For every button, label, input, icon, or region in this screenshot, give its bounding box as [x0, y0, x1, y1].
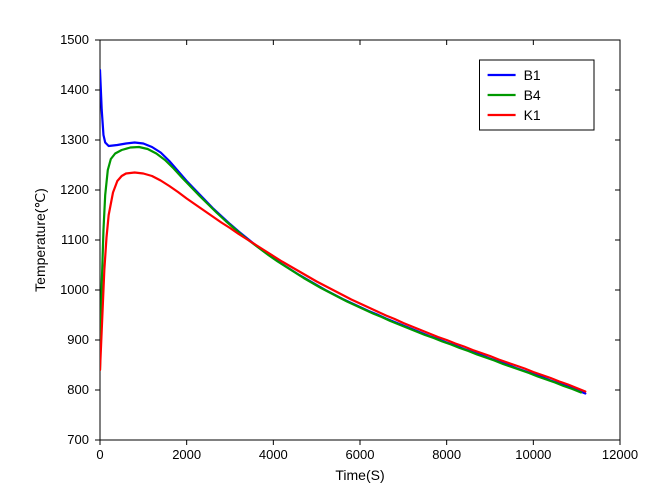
xtick-label: 12000 — [602, 447, 638, 462]
legend: B1 B4 K1 — [480, 60, 594, 130]
xtick-label: 0 — [96, 447, 103, 462]
ytick-label: 1200 — [60, 182, 89, 197]
plot-svg: 0 2000 4000 6000 8000 10000 12000 700 800 900 1000… — [0, 0, 672, 504]
legend-label-K1: K1 — [524, 107, 541, 123]
ytick-label: 700 — [67, 432, 89, 447]
ytick-label: 1400 — [60, 82, 89, 97]
ytick-label: 800 — [67, 382, 89, 397]
xtick-label: 8000 — [432, 447, 461, 462]
ytick-label: 900 — [67, 332, 89, 347]
legend-label-B1: B1 — [524, 67, 541, 83]
xtick-label: 10000 — [515, 447, 551, 462]
ytick-label: 1100 — [61, 232, 89, 247]
temperature-time-chart: 0 2000 4000 6000 8000 10000 12000 700 800 900 1000… — [0, 0, 672, 504]
x-axis-label: Time(S) — [335, 467, 384, 483]
ytick-label: 1500 — [60, 32, 89, 47]
legend-label-B4: B4 — [524, 87, 541, 103]
xtick-label: 6000 — [346, 447, 375, 462]
ytick-label: 1300 — [60, 132, 89, 147]
ytick-label: 1000 — [60, 282, 89, 297]
y-axis-label: Temperature(℃) — [32, 188, 48, 292]
xtick-label: 2000 — [172, 447, 201, 462]
xtick-label: 4000 — [259, 447, 288, 462]
